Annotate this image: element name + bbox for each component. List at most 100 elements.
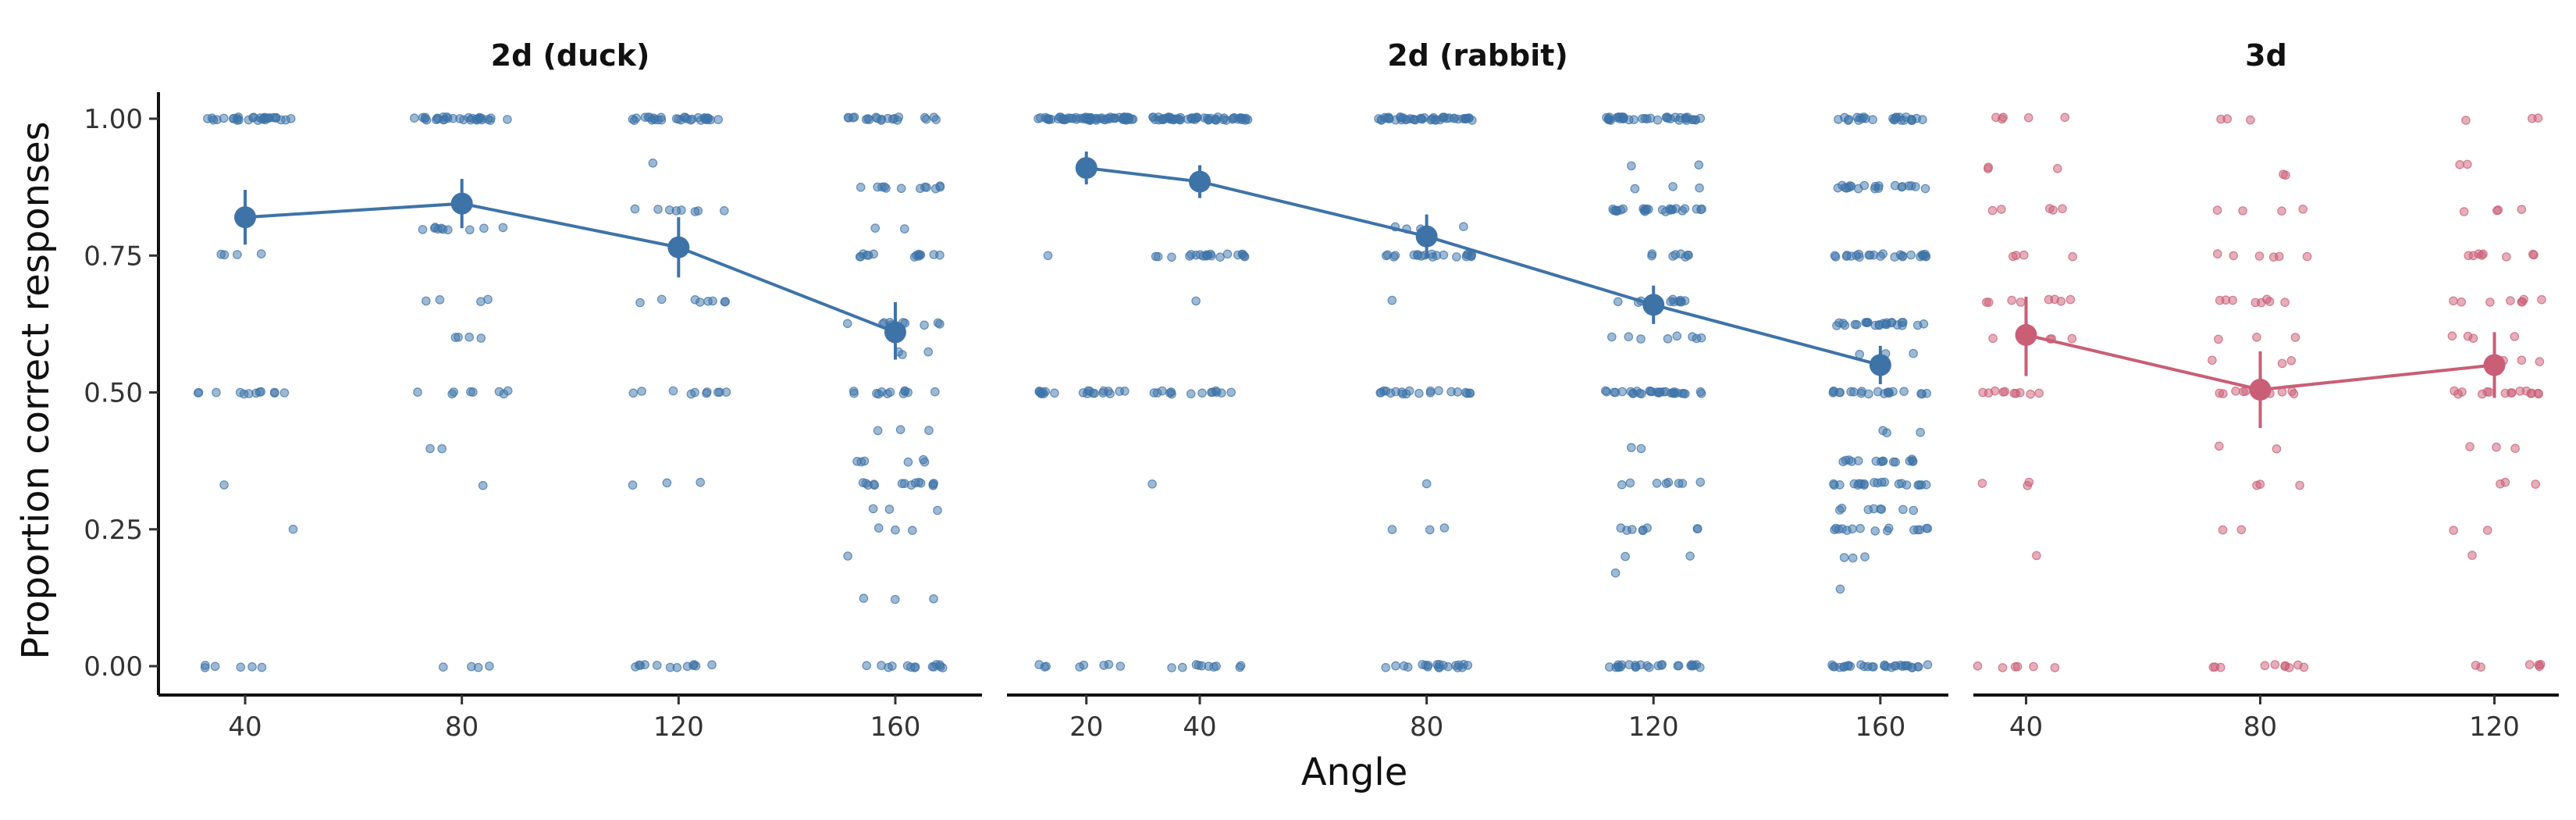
raw-point <box>2068 334 2076 342</box>
raw-point <box>1984 163 1992 171</box>
raw-point <box>1611 569 1619 577</box>
raw-point <box>1628 444 1635 451</box>
raw-point <box>2450 297 2457 305</box>
raw-point <box>1415 390 1423 398</box>
raw-point <box>904 458 912 465</box>
raw-point <box>2051 295 2058 303</box>
raw-point <box>2294 661 2302 668</box>
raw-point <box>436 296 443 304</box>
raw-point <box>1979 388 1987 396</box>
x-tick-label: 160 <box>870 711 920 743</box>
raw-point <box>920 321 928 329</box>
raw-point <box>1909 506 1917 514</box>
raw-point <box>2462 116 2470 124</box>
raw-point <box>2069 253 2076 261</box>
raw-point <box>1204 116 1212 124</box>
raw-point <box>1044 115 1052 123</box>
raw-point <box>930 595 938 603</box>
raw-point <box>1418 661 1426 668</box>
raw-point <box>477 334 485 342</box>
raw-point <box>1086 387 1094 395</box>
raw-point <box>1198 389 1206 397</box>
raw-point <box>1860 181 1868 189</box>
raw-point <box>925 426 933 434</box>
raw-point <box>692 661 699 669</box>
raw-point <box>1037 114 1044 122</box>
raw-point <box>631 116 639 124</box>
raw-point <box>1671 113 1679 121</box>
raw-point <box>258 250 265 258</box>
raw-point <box>1602 387 1610 394</box>
mean-point <box>1642 294 1664 316</box>
raw-point <box>2213 206 2221 214</box>
mean-point <box>1076 157 1098 179</box>
raw-point <box>2450 387 2458 394</box>
raw-point <box>2535 661 2542 668</box>
raw-point <box>1841 456 1849 464</box>
raw-point <box>636 298 644 306</box>
raw-point <box>2275 252 2283 260</box>
raw-point <box>1989 334 1997 342</box>
raw-point <box>1440 524 1448 532</box>
raw-point <box>1466 389 1474 397</box>
raw-point <box>1830 387 1838 395</box>
raw-point <box>1849 554 1857 562</box>
raw-point <box>1695 161 1703 169</box>
raw-point <box>1851 320 1859 328</box>
raw-point <box>2208 356 2216 364</box>
raw-point <box>1998 664 2006 672</box>
raw-point <box>1983 298 1991 306</box>
raw-point <box>480 224 488 232</box>
raw-point <box>1618 387 1626 395</box>
raw-point <box>912 479 920 487</box>
raw-point <box>1998 205 2005 213</box>
mean-point <box>2484 354 2506 376</box>
raw-point <box>1168 253 1176 261</box>
raw-point <box>1106 390 1114 398</box>
raw-point <box>1648 251 1656 259</box>
raw-point <box>2281 662 2289 670</box>
x-tick-label: 40 <box>1183 711 1216 743</box>
raw-point <box>1831 251 1838 259</box>
raw-point <box>1863 319 1871 326</box>
raw-point <box>503 116 511 123</box>
raw-point <box>1841 662 1848 670</box>
raw-point <box>714 116 722 123</box>
raw-point <box>1834 116 1842 123</box>
raw-point <box>1999 388 2007 396</box>
raw-point <box>1898 183 1906 191</box>
raw-point <box>280 389 288 397</box>
raw-point <box>1693 525 1701 533</box>
raw-point <box>1883 429 1891 437</box>
x-tick-label: 120 <box>2469 711 2520 743</box>
mean-point <box>667 237 689 258</box>
raw-point <box>1919 116 1927 123</box>
raw-point <box>443 113 450 121</box>
raw-point <box>1116 662 1124 670</box>
raw-point <box>873 390 881 398</box>
raw-point <box>2278 359 2286 367</box>
raw-point <box>1669 252 1677 260</box>
raw-point <box>1212 387 1219 394</box>
panel-title: 3d <box>2245 38 2287 73</box>
raw-point <box>466 226 474 234</box>
raw-point <box>2471 661 2479 669</box>
raw-point <box>857 184 865 191</box>
raw-point <box>211 662 219 670</box>
raw-point <box>703 390 710 398</box>
raw-point <box>1606 663 1614 671</box>
raw-point <box>437 224 445 232</box>
raw-point <box>2030 662 2037 670</box>
raw-point <box>1888 319 1895 326</box>
raw-point <box>2008 296 2016 304</box>
raw-point <box>1392 661 1400 669</box>
raw-point <box>2469 334 2477 342</box>
raw-point <box>2054 165 2062 173</box>
raw-point <box>1907 251 1915 258</box>
raw-point <box>1381 113 1389 121</box>
x-tick-label: 40 <box>228 711 262 743</box>
raw-point <box>1674 480 1682 487</box>
raw-point <box>418 226 426 234</box>
raw-point <box>1857 661 1865 668</box>
raw-point <box>1861 553 1869 561</box>
